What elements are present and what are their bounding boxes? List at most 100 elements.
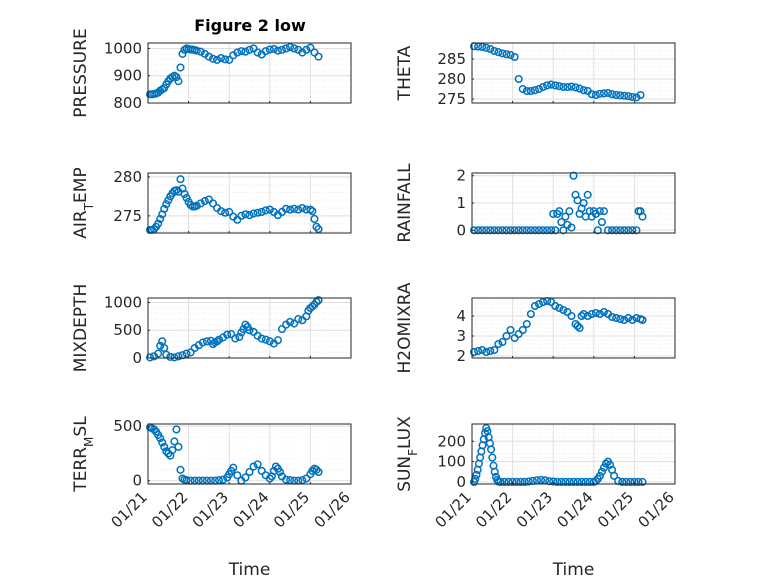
- data-point: [599, 307, 609, 317]
- data-point: [172, 425, 181, 434]
- data-point: [563, 82, 572, 92]
- data-point: [156, 214, 165, 224]
- data-point: [233, 48, 242, 57]
- data-point: [518, 226, 527, 235]
- plot-area: [472, 43, 675, 103]
- data-point: [286, 317, 295, 326]
- data-point: [478, 345, 487, 355]
- data-point: [174, 77, 183, 86]
- series-markers: [469, 296, 647, 357]
- data-point: [273, 46, 282, 55]
- data-point: [524, 477, 533, 486]
- data-point: [200, 197, 209, 206]
- data-point: [212, 55, 222, 64]
- data-point: [182, 349, 191, 358]
- y-tick-label: 500: [113, 321, 142, 339]
- data-point: [229, 463, 238, 472]
- data-point: [298, 476, 307, 485]
- data-point: [170, 353, 179, 362]
- y-tick-label: 1000: [104, 293, 142, 311]
- y-axis-label: THETA: [395, 45, 415, 101]
- data-point: [573, 477, 582, 487]
- data-point: [569, 171, 578, 180]
- data-point: [156, 341, 165, 350]
- axes-box: [471, 423, 676, 485]
- data-point: [508, 477, 517, 487]
- data-point: [176, 63, 185, 72]
- x-tick-label: 01/26: [311, 488, 354, 531]
- data-point: [145, 353, 155, 362]
- data-point: [612, 313, 621, 323]
- data-point: [294, 315, 303, 324]
- y-tick-label: 100: [437, 453, 466, 471]
- data-point: [555, 82, 564, 91]
- data-point: [265, 45, 274, 54]
- data-point: [482, 226, 491, 235]
- data-point: [486, 44, 495, 54]
- data-point: [198, 338, 207, 347]
- data-point: [241, 47, 250, 56]
- data-point: [522, 319, 531, 329]
- data-point: [478, 226, 487, 235]
- data-point: [583, 190, 592, 199]
- data-point: [638, 212, 647, 221]
- data-point: [253, 460, 262, 469]
- data-point: [628, 92, 637, 102]
- data-point: [608, 226, 617, 235]
- data-point: [549, 477, 558, 486]
- data-point: [547, 80, 556, 89]
- subplot-mixdepth: 0 500 1000 MIXDEPTH: [71, 284, 352, 372]
- data-point: [257, 466, 266, 475]
- data-point: [632, 93, 641, 102]
- data-point: [581, 477, 590, 487]
- data-point: [634, 477, 643, 487]
- series-markers: [145, 423, 323, 485]
- data-point: [281, 475, 291, 484]
- data-point: [253, 48, 262, 57]
- data-point: [281, 44, 291, 53]
- data-point: [219, 475, 228, 484]
- data-point: [469, 226, 479, 235]
- data-point: [506, 325, 515, 335]
- data-point: [632, 226, 641, 235]
- data-point: [472, 470, 481, 479]
- x-tick-label: 01/25: [270, 488, 313, 531]
- data-point: [591, 90, 600, 100]
- data-point: [620, 91, 629, 100]
- x-tick-label: 01/23: [513, 488, 556, 531]
- axes-box: [147, 42, 352, 104]
- data-point: [241, 320, 250, 329]
- data-point: [543, 226, 552, 235]
- data-point: [286, 476, 295, 485]
- data-point: [302, 45, 311, 54]
- data-point: [158, 438, 167, 447]
- data-point: [612, 90, 621, 100]
- data-point: [474, 226, 483, 235]
- plot-area: [148, 424, 351, 484]
- axes-box: [147, 423, 352, 485]
- x-tick-label: 01/24: [553, 488, 596, 531]
- data-point: [616, 226, 625, 235]
- y-axis-label: H2OMIXRA: [395, 282, 415, 373]
- data-point: [269, 44, 278, 54]
- series-markers: [145, 43, 323, 99]
- data-point: [294, 205, 303, 214]
- y-axis-label: SUNFLUX: [395, 416, 420, 492]
- data-point: [154, 219, 163, 228]
- series-markers: [469, 171, 647, 235]
- data-point: [616, 314, 625, 324]
- data-point: [595, 471, 604, 480]
- data-point: [530, 226, 539, 235]
- data-point: [504, 477, 513, 487]
- x-tick-label: 01/23: [189, 488, 232, 531]
- figure-title: Figure 2 low: [194, 16, 306, 35]
- data-point: [306, 205, 315, 214]
- data-point: [306, 43, 315, 52]
- data-point: [579, 86, 588, 95]
- data-point: [534, 226, 544, 235]
- subplot-theta: 275 280 285 THETA: [395, 42, 676, 108]
- data-point: [559, 82, 568, 92]
- data-point: [534, 84, 544, 94]
- data-point: [587, 309, 596, 319]
